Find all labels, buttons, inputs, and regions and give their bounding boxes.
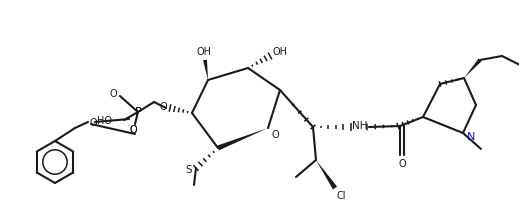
Text: P: P: [134, 107, 141, 117]
Text: O: O: [89, 118, 97, 128]
Text: N: N: [467, 132, 475, 142]
Polygon shape: [464, 59, 482, 78]
Text: OH: OH: [197, 47, 212, 57]
Text: OH: OH: [272, 47, 288, 57]
Polygon shape: [316, 160, 337, 189]
Text: O: O: [129, 125, 137, 135]
Text: Cl: Cl: [336, 191, 346, 201]
Text: O: O: [271, 130, 279, 140]
Polygon shape: [203, 60, 208, 80]
Polygon shape: [217, 128, 268, 150]
Text: O: O: [159, 102, 167, 112]
Text: NH: NH: [352, 121, 368, 131]
Text: O: O: [129, 125, 137, 135]
Text: O: O: [398, 159, 406, 169]
Text: S: S: [186, 165, 193, 175]
Text: P: P: [134, 107, 141, 117]
Text: O: O: [109, 89, 117, 99]
Text: HO: HO: [98, 116, 113, 126]
